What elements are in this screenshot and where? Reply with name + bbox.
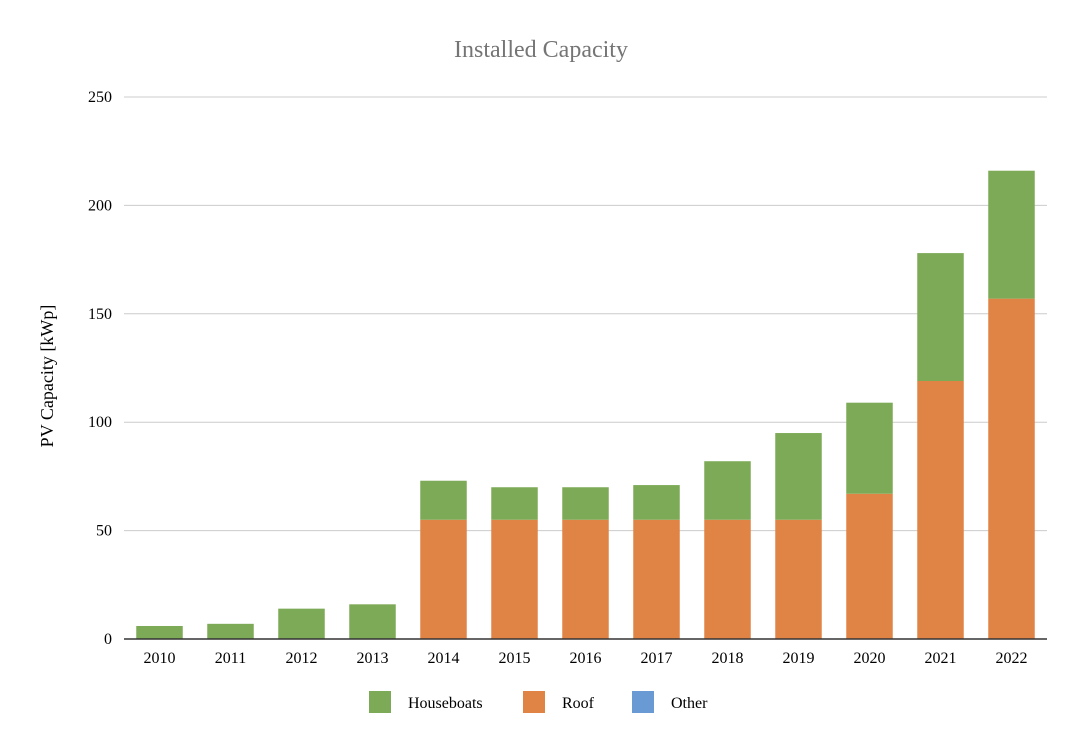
- bars: [136, 170, 1035, 639]
- x-tick-label: 2021: [925, 650, 957, 667]
- x-tick-label: 2010: [144, 650, 176, 667]
- legend-swatch-roof: [523, 691, 545, 713]
- x-tick-label: 2013: [357, 650, 389, 667]
- bar-houseboats-2020: [846, 402, 893, 494]
- bar-houseboats-2022: [988, 170, 1035, 299]
- x-tick-label: 2022: [996, 650, 1028, 667]
- x-tick-label: 2018: [712, 650, 744, 667]
- bar-houseboats-2013: [349, 604, 396, 639]
- legend-swatch-houseboats: [369, 691, 391, 713]
- bar-roof-2019: [775, 519, 822, 639]
- x-tick-label: 2015: [499, 650, 531, 667]
- bar-houseboats-2016: [562, 487, 609, 520]
- bar-houseboats-2021: [917, 253, 964, 382]
- legend: Houseboats Roof Other: [369, 691, 708, 713]
- x-tick-label: 2017: [641, 650, 673, 667]
- legend-label-roof: Roof: [562, 695, 595, 712]
- legend-label-other: Other: [671, 695, 708, 712]
- y-axis-label: PV Capacity [kWp]: [37, 305, 57, 448]
- bar-roof-2020: [846, 493, 893, 639]
- bar-roof-2021: [917, 381, 964, 639]
- bar-houseboats-2012: [278, 608, 325, 639]
- bar-houseboats-2011: [207, 623, 254, 639]
- y-tick-label: 250: [88, 89, 112, 106]
- bar-houseboats-2017: [633, 485, 680, 520]
- bar-roof-2018: [704, 519, 751, 639]
- y-tick-labels: 0 50 100 150 200 250: [88, 89, 112, 648]
- bar-houseboats-2010: [136, 625, 183, 639]
- bar-roof-2022: [988, 298, 1035, 639]
- bar-roof-2014: [420, 519, 467, 639]
- x-tick-label: 2014: [428, 650, 460, 667]
- bar-houseboats-2015: [491, 487, 538, 520]
- x-tick-label: 2011: [215, 650, 246, 667]
- y-tick-label: 0: [104, 631, 112, 648]
- x-tick-label: 2019: [783, 650, 815, 667]
- y-tick-label: 100: [88, 414, 112, 431]
- legend-label-houseboats: Houseboats: [408, 695, 483, 712]
- gridlines: [124, 96, 1047, 532]
- y-tick-label: 200: [88, 197, 112, 214]
- x-tick-labels: 2010 2011 2012 2013 2014 2015 2016 2017 2018 2019…: [144, 650, 1028, 667]
- x-tick-label: 2020: [854, 650, 886, 667]
- bar-houseboats-2018: [704, 461, 751, 520]
- y-tick-label: 150: [88, 306, 112, 323]
- y-tick-label: 50: [96, 523, 112, 540]
- bar-roof-2017: [633, 519, 680, 639]
- bar-houseboats-2019: [775, 433, 822, 520]
- bar-houseboats-2014: [420, 480, 467, 520]
- legend-swatch-other: [632, 691, 654, 713]
- x-tick-label: 2016: [570, 650, 602, 667]
- x-tick-label: 2012: [286, 650, 318, 667]
- bar-roof-2015: [491, 519, 538, 639]
- bar-roof-2016: [562, 519, 609, 639]
- chart-title: Installed Capacity: [454, 37, 628, 63]
